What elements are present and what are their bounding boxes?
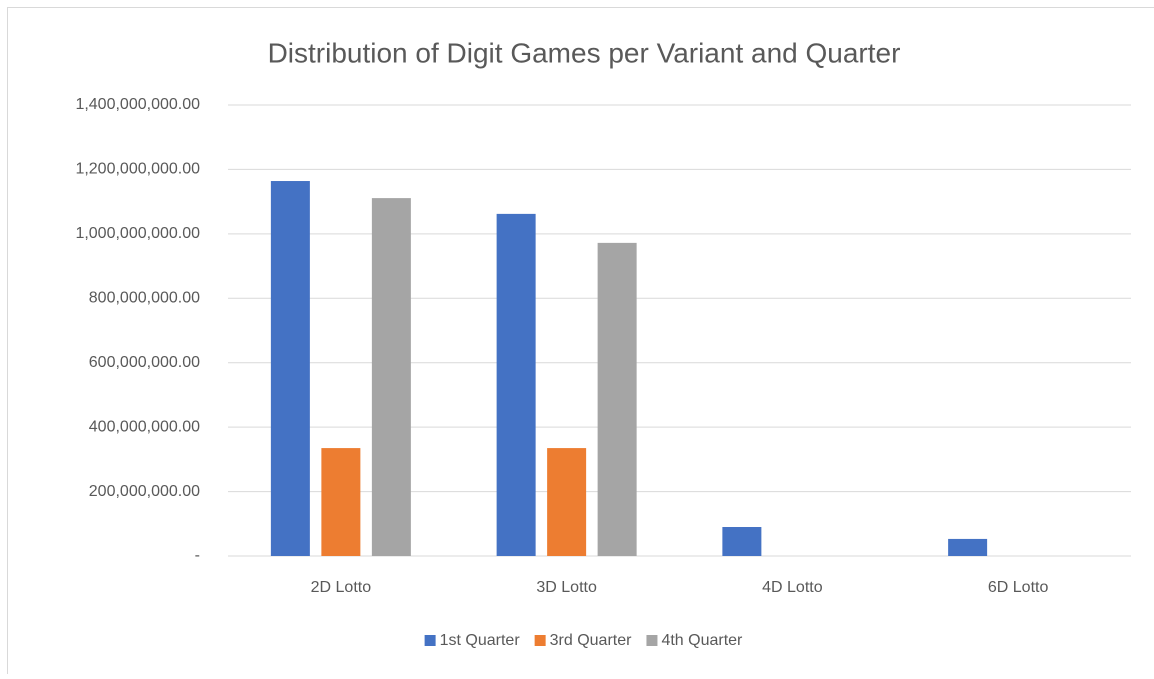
x-tick-label: 3D Lotto — [536, 579, 597, 596]
y-tick-label: 800,000,000.00 — [89, 290, 200, 307]
y-tick-label: 1,400,000,000.00 — [75, 96, 200, 113]
bar — [372, 198, 411, 556]
bar — [598, 243, 637, 556]
x-tick-label: 4D Lotto — [762, 579, 823, 596]
legend-label: 4th Quarter — [661, 632, 743, 649]
legend-swatch — [425, 635, 436, 646]
bar — [497, 214, 536, 556]
y-tick-label: 400,000,000.00 — [89, 418, 200, 435]
chart-title: Distribution of Digit Games per Variant … — [268, 37, 901, 68]
bar — [321, 448, 360, 556]
y-tick-label: 200,000,000.00 — [89, 483, 200, 500]
y-tick-label: 1,000,000,000.00 — [75, 225, 200, 242]
legend-swatch — [646, 635, 657, 646]
legend-swatch — [535, 635, 546, 646]
y-tick-label: 600,000,000.00 — [89, 354, 200, 371]
y-tick-label: 1,200,000,000.00 — [75, 161, 200, 178]
x-tick-label: 6D Lotto — [988, 579, 1049, 596]
y-tick-label: - — [195, 547, 200, 564]
bar — [547, 448, 586, 556]
bar — [948, 539, 987, 556]
bar — [722, 527, 761, 556]
legend-label: 1st Quarter — [440, 632, 521, 649]
x-tick-label: 2D Lotto — [311, 579, 372, 596]
bar — [271, 181, 310, 556]
legend-label: 3rd Quarter — [550, 632, 632, 649]
